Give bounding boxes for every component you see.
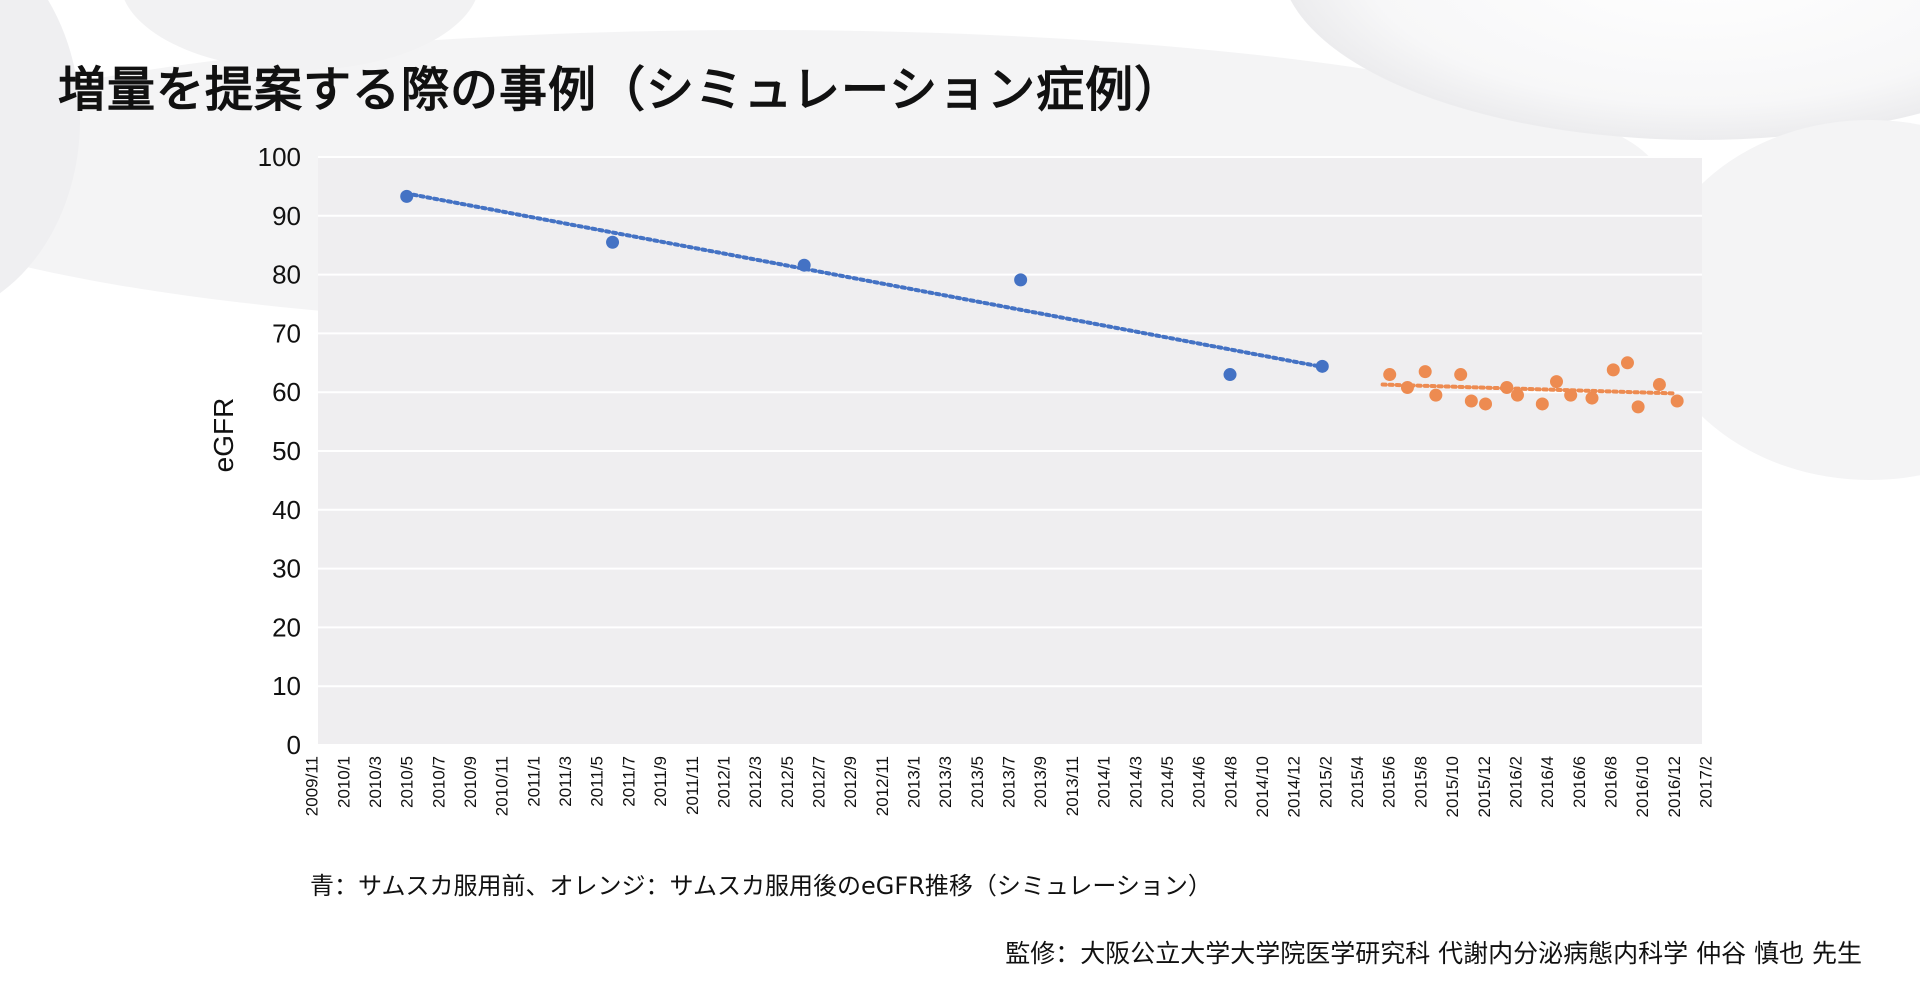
data-point-series-1 xyxy=(1429,388,1443,402)
x-tick-label: 2016/6 xyxy=(1570,756,1589,808)
x-tick-label: 2017/2 xyxy=(1697,756,1716,808)
data-point-series-0 xyxy=(1315,359,1329,373)
page-title: 増量を提案する際の事例（シミュレーション症例） xyxy=(58,62,1184,118)
x-tick-label: 2010/11 xyxy=(493,756,512,816)
x-tick-label: 2009/11 xyxy=(303,756,322,816)
chart-caption: 青：サムスカ服用前、オレンジ：サムスカ服用後のeGFR推移（シミュレーション） xyxy=(310,872,1212,900)
x-tick-label: 2011/9 xyxy=(651,756,670,807)
y-tick-label: 100 xyxy=(258,142,301,172)
data-point-series-0 xyxy=(400,189,414,203)
data-point-series-1 xyxy=(1631,400,1645,414)
x-tick-label: 2016/2 xyxy=(1506,756,1525,808)
x-tick-label: 2015/6 xyxy=(1380,756,1399,808)
x-tick-label: 2014/5 xyxy=(1158,756,1177,808)
x-tick-label: 2013/11 xyxy=(1063,756,1082,816)
x-tick-label: 2013/7 xyxy=(1000,756,1019,808)
trendline-series-0 xyxy=(404,191,1325,369)
x-tick-label: 2012/5 xyxy=(778,756,797,808)
x-tick-label: 2011/11 xyxy=(683,756,702,815)
data-point-series-1 xyxy=(1606,363,1620,377)
x-tick-label: 2015/8 xyxy=(1411,756,1430,808)
data-point-series-0 xyxy=(1014,273,1028,287)
data-point-series-1 xyxy=(1670,394,1684,408)
x-tick-label: 2012/9 xyxy=(841,756,860,808)
x-tick-label: 2011/1 xyxy=(524,756,543,807)
x-tick-label: 2011/3 xyxy=(556,756,575,807)
y-tick-label: 30 xyxy=(272,554,301,584)
data-point-series-1 xyxy=(1620,356,1634,370)
x-tick-label: 2013/1 xyxy=(905,756,924,808)
y-axis-label: eGFR xyxy=(208,398,239,473)
data-point-series-0 xyxy=(606,235,620,249)
data-point-series-1 xyxy=(1418,365,1432,379)
x-tick-label: 2013/9 xyxy=(1031,756,1050,808)
x-tick-label: 2010/7 xyxy=(429,756,448,808)
data-point-series-1 xyxy=(1564,388,1578,402)
data-point-series-0 xyxy=(1223,368,1237,382)
x-tick-label: 2016/10 xyxy=(1633,756,1652,817)
x-tick-label: 2010/1 xyxy=(334,756,353,808)
data-point-series-1 xyxy=(1550,375,1564,389)
y-tick-label: 80 xyxy=(272,260,301,290)
data-point-series-1 xyxy=(1535,397,1549,411)
x-tick-label: 2016/4 xyxy=(1538,756,1557,808)
x-tick-label: 2015/4 xyxy=(1348,756,1367,808)
trendline-series-1 xyxy=(1380,382,1676,396)
x-tick-label: 2014/1 xyxy=(1095,756,1114,808)
data-point-series-1 xyxy=(1454,368,1468,382)
y-tick-label: 20 xyxy=(272,612,301,642)
y-tick-label: 0 xyxy=(287,730,301,760)
x-tick-label: 2015/2 xyxy=(1316,756,1335,808)
x-tick-label: 2011/7 xyxy=(619,756,638,807)
x-tick-label: 2010/9 xyxy=(461,756,480,808)
y-tick-label: 90 xyxy=(272,201,301,231)
data-point-series-1 xyxy=(1400,380,1414,394)
x-tick-label: 2014/12 xyxy=(1285,756,1304,817)
x-tick-label: 2010/5 xyxy=(398,756,417,808)
x-tick-label: 2013/5 xyxy=(968,756,987,808)
y-tick-label: 40 xyxy=(272,495,301,525)
y-tick-label: 10 xyxy=(272,671,301,701)
y-tick-label: 60 xyxy=(272,377,301,407)
x-tick-label: 2014/10 xyxy=(1253,756,1272,817)
data-point-series-1 xyxy=(1652,378,1666,392)
y-tick-label: 50 xyxy=(272,436,301,466)
x-tick-label: 2012/7 xyxy=(809,756,828,808)
x-tick-label: 2016/8 xyxy=(1601,756,1620,808)
data-point-series-1 xyxy=(1510,388,1524,402)
x-tick-label: 2012/11 xyxy=(873,756,892,816)
x-tick-label: 2015/12 xyxy=(1475,756,1494,817)
x-tick-label: 2014/6 xyxy=(1190,756,1209,808)
supervisor-credit: 監修：大阪公立大学大学院医学研究科 代謝内分泌病態内科学 仲谷 慎也 先生 xyxy=(1005,939,1862,968)
data-point-series-1 xyxy=(1500,380,1514,394)
x-tick-label: 2014/8 xyxy=(1221,756,1240,808)
data-point-series-1 xyxy=(1464,394,1478,408)
data-point-series-0 xyxy=(797,258,811,272)
y-tick-label: 70 xyxy=(272,318,301,348)
x-tick-label: 2016/12 xyxy=(1665,756,1684,817)
x-tick-label: 2013/3 xyxy=(936,756,955,808)
x-tick-label: 2015/10 xyxy=(1443,756,1462,817)
data-point-series-1 xyxy=(1585,391,1599,405)
x-tick-label: 2010/3 xyxy=(366,756,385,808)
x-tick-label: 2014/3 xyxy=(1126,756,1145,808)
x-tick-label: 2012/3 xyxy=(746,756,765,808)
data-point-series-1 xyxy=(1383,368,1397,382)
x-tick-label: 2011/5 xyxy=(588,756,607,807)
x-tick-label: 2012/1 xyxy=(714,756,733,808)
data-point-series-1 xyxy=(1479,397,1493,411)
